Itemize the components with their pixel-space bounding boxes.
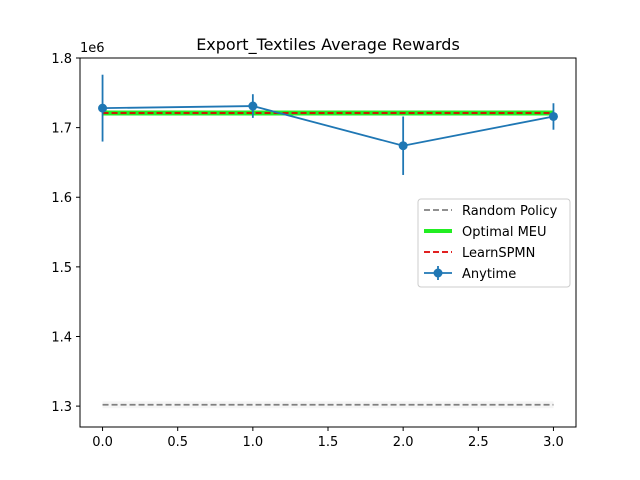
y-tick-label: 1.7 [51, 122, 72, 137]
y-axis: 1.3 1.4 1.5 1.6 1.7 1.8 [51, 52, 80, 415]
legend-label-random-policy: Random Policy [462, 204, 558, 219]
x-tick-label: 1.5 [318, 435, 339, 450]
data-point-anytime [248, 101, 258, 111]
y-tick-label: 1.8 [51, 52, 72, 67]
chart-title: Export_Textiles Average Rewards [196, 35, 460, 55]
x-axis: 0.0 0.5 1.0 1.5 2.0 2.5 3.0 [92, 427, 564, 450]
plot-area [98, 74, 558, 406]
legend: Random Policy Optimal MEU LearnSPMN Anyt… [417, 198, 571, 288]
y-tick-label: 1.4 [51, 330, 72, 345]
y-tick-label: 1.3 [51, 400, 72, 415]
data-point-anytime [98, 103, 108, 113]
data-point-anytime [548, 111, 558, 121]
x-tick-label: 0.0 [92, 435, 113, 450]
legend-label-learnspmn: LearnSPMN [462, 246, 535, 261]
x-tick-label: 1.0 [243, 435, 264, 450]
legend-label-anytime: Anytime [462, 267, 516, 282]
x-tick-label: 0.5 [167, 435, 188, 450]
x-tick-label: 2.0 [393, 435, 414, 450]
legend-swatch-anytime-marker [433, 268, 443, 278]
x-tick-label: 2.5 [468, 435, 489, 450]
legend-box [417, 198, 571, 288]
legend-label-optimal-meu: Optimal MEU [462, 225, 547, 240]
data-point-anytime [398, 141, 408, 151]
y-offset-label: 1e6 [80, 41, 105, 56]
x-tick-label: 3.0 [543, 435, 564, 450]
y-tick-label: 1.6 [51, 191, 72, 206]
y-tick-label: 1.5 [51, 261, 72, 276]
series-line-anytime [102, 105, 554, 147]
